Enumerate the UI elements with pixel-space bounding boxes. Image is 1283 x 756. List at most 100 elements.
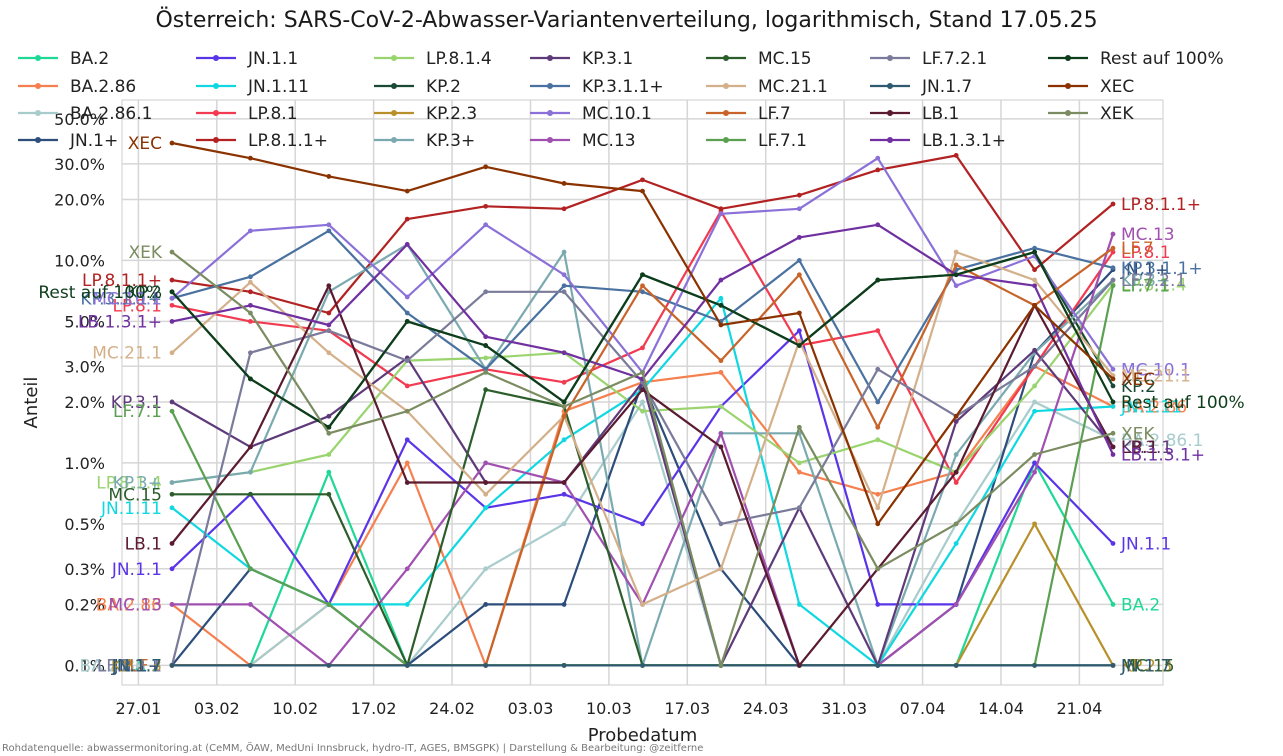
series-start-label: JN.1.1: [111, 560, 162, 580]
data-point: [248, 602, 253, 607]
data-point: [248, 228, 253, 234]
data-point: [1032, 277, 1037, 283]
data-point: [953, 602, 959, 607]
data-point: [169, 295, 175, 301]
axes: 0.1% 0.2% 0.3% 0.5% 1.0% 2.0% 3.0% 5.0% 10.0% 20.…: [21, 110, 1102, 746]
series-start-label: LF.7: [129, 656, 162, 676]
data-point: [326, 469, 332, 475]
data-point: [483, 203, 489, 209]
data-point: [875, 222, 881, 228]
legend-marker: [723, 55, 729, 61]
legend-label: MC.21.1: [758, 77, 828, 97]
x-tick-label: 27.01: [115, 699, 161, 718]
series-start-label: LB.1.3.1+: [78, 312, 162, 332]
legend-marker: [213, 83, 219, 89]
x-tick-label: 03.02: [194, 699, 240, 718]
y-tick-label: 0.3%: [64, 560, 105, 579]
data-point: [169, 602, 175, 607]
data-point: [796, 328, 802, 334]
legend-marker: [887, 83, 893, 89]
data-point: [169, 277, 175, 283]
legend-label: XEK: [1100, 104, 1134, 124]
data-point: [483, 566, 489, 572]
data-point: [953, 480, 959, 485]
legend-marker: [547, 110, 553, 116]
data-point: [953, 662, 959, 668]
legend-label: MC.10.1: [582, 104, 652, 124]
data-point: [953, 413, 959, 419]
series-start-label: JN.1.11: [100, 499, 162, 519]
legend-label: LP.8.1.4: [426, 49, 492, 69]
series-end-label: LF.7.1: [1121, 277, 1170, 297]
y-tick-label: 0.5%: [64, 515, 105, 534]
legend-marker: [1065, 83, 1071, 89]
series-start-label: KP.2.3: [111, 656, 162, 676]
series-end-label: KP.3.1.1+: [1121, 259, 1203, 279]
data-point: [796, 343, 802, 348]
data-point: [169, 249, 175, 255]
series-start-label: MC.13: [108, 595, 162, 615]
data-point: [1032, 347, 1037, 353]
data-point: [718, 430, 724, 436]
data-point: [169, 289, 175, 295]
chart-title: Österreich: SARS-CoV-2-Abwasser-Variante…: [155, 8, 1098, 33]
y-tick-label: 30.0%: [54, 155, 105, 174]
data-point: [326, 662, 332, 668]
series-start-label: LP.8.1: [112, 296, 162, 316]
data-point: [404, 188, 410, 194]
data-point: [248, 155, 253, 161]
data-point: [1110, 249, 1116, 255]
x-tick-label: 24.02: [429, 699, 475, 718]
data-point: [404, 566, 410, 572]
series-start-label: XEC: [128, 134, 162, 154]
data-point: [640, 177, 645, 183]
data-point: [796, 469, 802, 475]
data-point: [1032, 521, 1037, 527]
data-point: [1110, 444, 1116, 450]
y-tick-label: 3.0%: [64, 357, 105, 376]
data-point: [404, 310, 410, 316]
series-end-label: LP.8.1.4: [1121, 276, 1187, 296]
legend-label: BA.2: [70, 49, 109, 69]
data-point: [1110, 541, 1116, 546]
data-point: [953, 153, 959, 158]
data-point: [1110, 376, 1116, 382]
series-end-label: LP.8.1.1+: [1121, 195, 1201, 215]
series-start-label: LP.8.1.1+: [82, 271, 162, 291]
legend-label: KP.3.1: [582, 49, 633, 69]
data-point: [640, 188, 645, 194]
data-point: [561, 437, 567, 443]
legend-label: MC.15: [758, 49, 812, 69]
data-point: [953, 249, 959, 255]
legend-label: MC.13: [582, 131, 636, 151]
data-point: [404, 662, 410, 668]
series-start-label: LP.8.1.4: [96, 474, 162, 494]
series-end-label: KP.3+: [1121, 271, 1170, 291]
data-point: [718, 444, 724, 450]
data-point: [718, 369, 724, 375]
data-point: [404, 460, 410, 466]
data-point: [1032, 408, 1037, 414]
series-start-label: XEK: [128, 243, 162, 263]
data-point: [561, 249, 567, 255]
data-point: [248, 566, 253, 572]
data-point: [875, 424, 881, 430]
data-point: [169, 140, 175, 146]
data-point: [1110, 231, 1116, 237]
data-point: [483, 334, 489, 340]
data-point: [875, 662, 881, 668]
data-point: [796, 310, 802, 316]
data-point: [953, 521, 959, 527]
data-point: [796, 338, 802, 344]
x-tick-label: 03.03: [508, 699, 554, 718]
data-point: [953, 541, 959, 546]
data-point: [483, 505, 489, 511]
data-point: [953, 452, 959, 457]
legend-marker: [887, 55, 893, 61]
data-point: [326, 228, 332, 234]
data-point: [640, 283, 645, 289]
data-point: [561, 491, 567, 497]
data-point: [561, 379, 567, 385]
data-point: [326, 452, 332, 457]
data-point: [1110, 283, 1116, 289]
